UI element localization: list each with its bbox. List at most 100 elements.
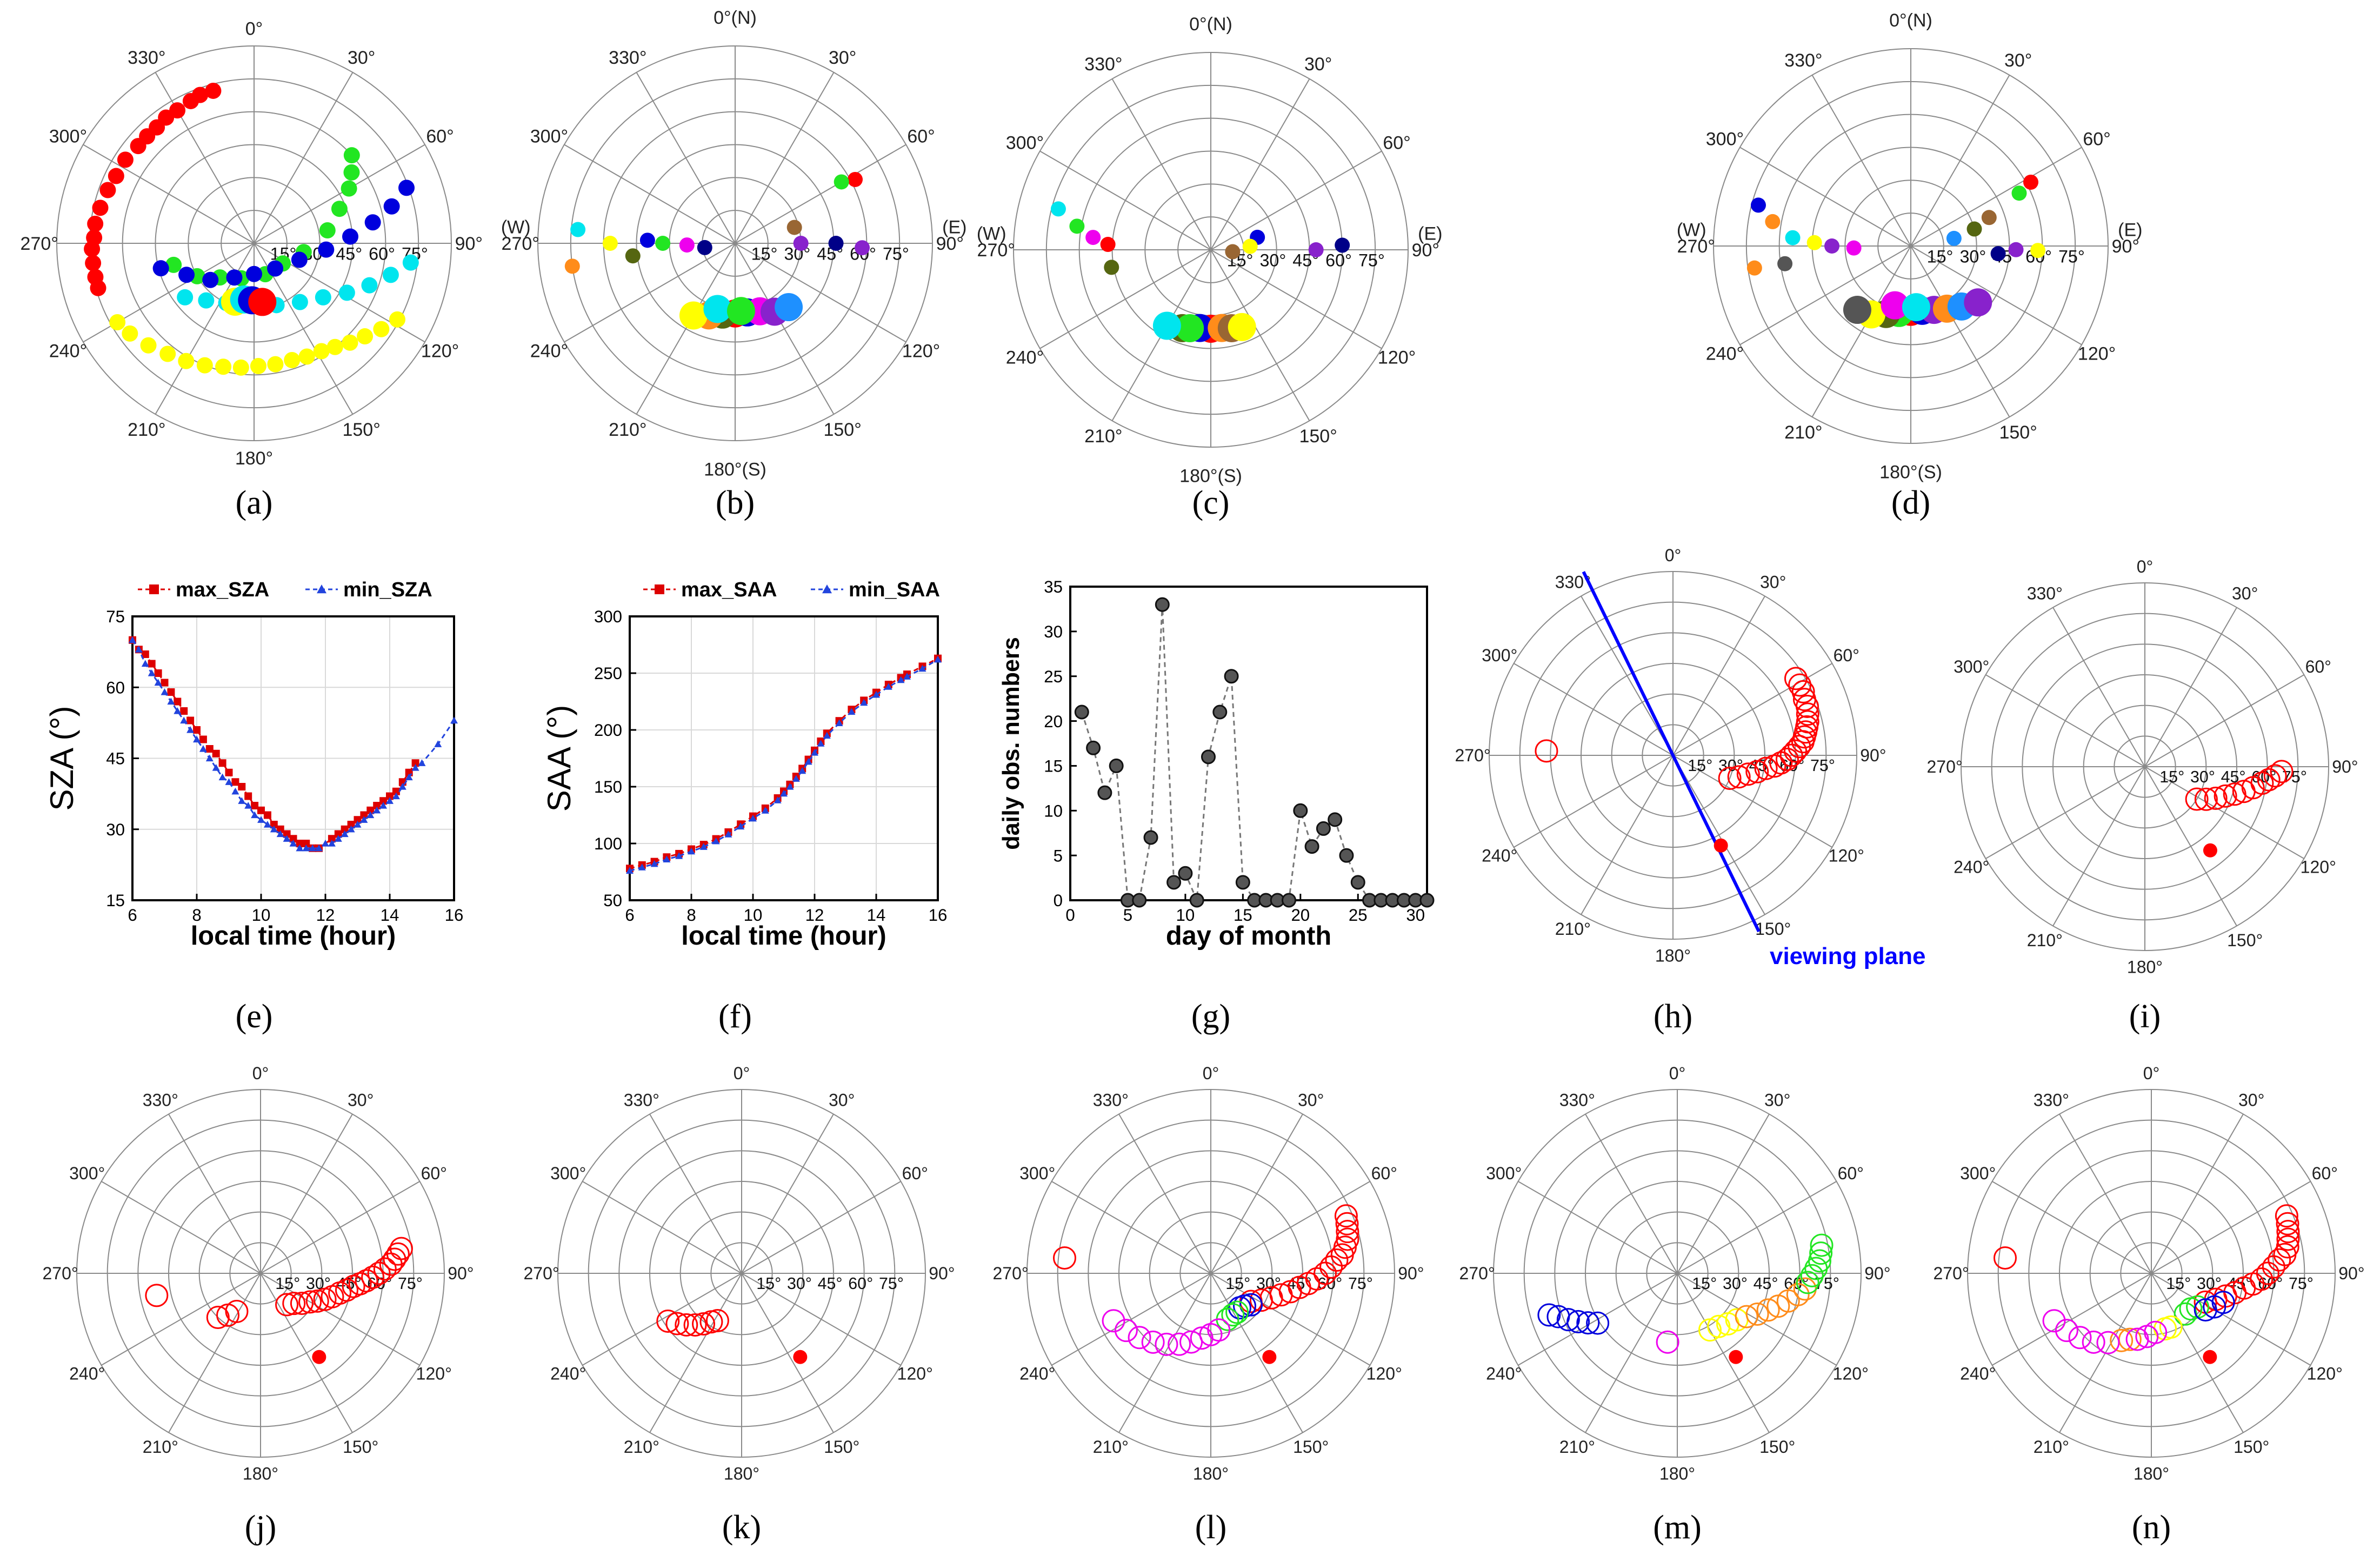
polar-spoke (1985, 674, 2145, 767)
polar-spoke (1672, 755, 1832, 848)
data-point (1339, 848, 1354, 863)
angle-tick-label: 180° (724, 1464, 759, 1484)
data-point (2276, 1227, 2300, 1251)
data-point (703, 295, 732, 323)
data-point (1336, 1220, 1359, 1244)
data-point (2250, 1267, 2274, 1291)
data-point (366, 811, 375, 819)
angle-tick-label: 270° (1934, 1264, 1969, 1283)
polar-plot-c: 0°(N) 30° 60° 90° 120° 150° 180°(S) 210° 240° 270… (977, 14, 1443, 486)
data-point (343, 147, 360, 164)
angle-tick-label: 150° (1755, 919, 1791, 939)
data-point (1179, 1330, 1203, 1354)
angle-tick-label: 30° (2232, 583, 2258, 603)
data-point (182, 92, 199, 109)
polar-spoke (2052, 607, 2145, 767)
angle-tick-label: 30° (1298, 1090, 1324, 1109)
data-point (270, 825, 278, 833)
data-point (1792, 688, 1816, 712)
data-point (290, 1292, 314, 1315)
data-point (2204, 786, 2228, 810)
data-point (1806, 235, 1822, 250)
angle-tick-label: 90° (448, 1264, 474, 1283)
data-point (848, 708, 856, 715)
data-point (1176, 314, 1204, 342)
data-point (1221, 1303, 1245, 1327)
angle-tick-label: 60° (421, 1164, 447, 1183)
data-point (650, 860, 658, 867)
data-point (122, 325, 138, 342)
angle-tick-label: 180°(S) (1879, 462, 1942, 483)
x-tick-label: 20 (1291, 906, 1310, 925)
angle-tick-label: 60° (2083, 129, 2110, 149)
data-point (1190, 1326, 1214, 1350)
angle-tick-label: 180° (2127, 958, 2163, 977)
data-point (178, 267, 195, 283)
data-point (257, 806, 265, 814)
radial-tick-label: 60° (848, 1274, 873, 1293)
data-point (1785, 230, 1801, 245)
radial-tick-label: 30° (1723, 1274, 1748, 1293)
data-point (328, 835, 336, 843)
angle-tick-label: 30° (829, 48, 856, 68)
data-point (334, 830, 342, 838)
data-point (1052, 1246, 1076, 1270)
polar-spoke (1992, 1181, 2152, 1274)
data-point (2008, 242, 2024, 257)
data-point (884, 683, 892, 690)
x-tick-label: 10 (252, 906, 271, 925)
angle-tick-label: 330° (2034, 1090, 2069, 1109)
polar-spoke (564, 243, 736, 343)
polar-spoke (1051, 1181, 1211, 1274)
x-axis-title: day of month (1166, 921, 1331, 951)
data-point (1132, 893, 1147, 908)
polar-spoke (1210, 1181, 1370, 1274)
data-point (1727, 765, 1751, 789)
angle-tick-label: 330° (143, 1090, 178, 1109)
caption-e: (e) (236, 998, 273, 1035)
x-axis-title: local time (hour) (191, 921, 396, 951)
data-point (2263, 764, 2287, 788)
polar-plot-l: 0° 30° 60° 90° 120° 150° 180° 210° 240° 270° 300° 3… (993, 1064, 1424, 1484)
polar-spoke (1210, 1114, 1303, 1274)
polar-spoke (582, 1181, 742, 1274)
data-point (1228, 313, 1256, 341)
data-point (302, 844, 310, 852)
data-point (389, 1237, 413, 1260)
data-point (129, 636, 136, 643)
y-tick-label: 100 (594, 834, 622, 853)
angle-tick-label: 60° (1838, 1164, 1864, 1183)
data-point (342, 334, 358, 351)
angle-tick-label: 120° (421, 341, 459, 362)
data-point (1114, 1319, 1138, 1343)
data-point (712, 837, 720, 845)
data-point (373, 806, 381, 814)
data-point (92, 200, 109, 216)
radial-tick-label: 75° (2289, 1274, 2314, 1293)
angle-tick-label: 90° (936, 234, 964, 254)
polar-spoke (1992, 1273, 2152, 1366)
data-point (225, 768, 233, 776)
polar-spoke (741, 1181, 901, 1274)
data-point (251, 811, 259, 819)
data-point (298, 1290, 322, 1314)
polar-spoke (2151, 1273, 2311, 1366)
y-tick-label: 25 (1044, 667, 1063, 686)
angle-tick-label: 0° (734, 1064, 750, 1083)
angle-tick-label: 150° (343, 1437, 378, 1457)
data-point (218, 759, 226, 767)
angle-tick-label: 120° (2307, 1364, 2343, 1383)
polar-spoke (1672, 755, 1765, 915)
data-point (1846, 240, 1862, 256)
y-axis-title: SZA (°) (44, 706, 80, 810)
angle-tick-label: 0° (2143, 1064, 2160, 1083)
data-point (296, 840, 304, 847)
west-label: (W) (501, 217, 531, 237)
data-point (2125, 1327, 2149, 1351)
data-point (174, 697, 182, 706)
data-point (1224, 669, 1239, 684)
data-point (216, 1303, 240, 1327)
data-point (167, 688, 175, 696)
data-point (282, 1292, 306, 1315)
data-point (367, 1261, 391, 1285)
